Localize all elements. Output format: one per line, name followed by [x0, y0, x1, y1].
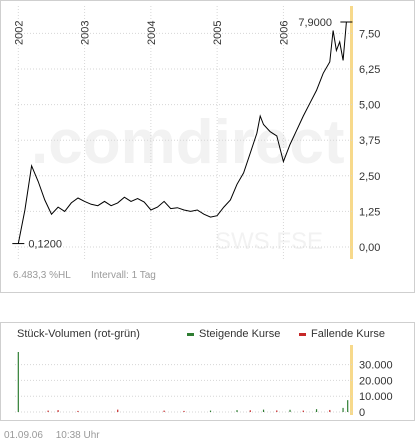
volume-title: Stück-Volumen (rot-grün): [17, 328, 140, 340]
falling-swatch-icon: [299, 332, 306, 336]
price-y-tick: 3,75: [359, 135, 380, 147]
watermark-brand: .comdirect: [31, 108, 345, 177]
watermark-ticker: SWS.FSE: [215, 228, 323, 255]
legend-rising: Steigende Kurse: [187, 328, 280, 340]
price-year-label: 2006: [278, 21, 290, 45]
legend-rising-label: Steigende Kurse: [199, 328, 281, 340]
footer: 01.09.06 10:38 Uhr: [4, 430, 110, 441]
price-year-label: 2003: [80, 21, 92, 45]
footer-date: 01.09.06: [4, 430, 43, 441]
price-chart-panel: .comdirect SWS.FSE 0,00 1,25 2,50 3,75 5,00 6,2…: [0, 0, 415, 293]
volume-y-tick: 30.000: [359, 360, 393, 372]
price-year-label: 2005: [212, 21, 224, 45]
low-annotation: 0,1200: [28, 239, 62, 251]
change-status: 6.483,3 %HL: [13, 270, 71, 281]
price-y-tick: 7,50: [359, 28, 380, 40]
rising-swatch-icon: [187, 332, 194, 336]
price-y-tick: 5,00: [359, 100, 380, 112]
volume-y-tick: 10.000: [359, 391, 393, 403]
price-y-tick: 6,25: [359, 64, 380, 76]
volume-chart-panel: Stück-Volumen (rot-grün) Steigende Kurse…: [0, 322, 415, 421]
price-line: [17, 21, 347, 244]
volume-y-tick: 20.000: [359, 375, 393, 387]
interval-label: Intervall: 1 Tag: [91, 270, 156, 281]
high-annotation: 7,9000: [298, 17, 332, 29]
price-y-tick: 0,00: [359, 242, 380, 254]
price-year-label: 2004: [146, 21, 158, 45]
volume-chart: 0 10.000 20.000 30.000: [15, 345, 393, 419]
price-y-tick: 2,50: [359, 171, 380, 183]
footer-time: 10:38 Uhr: [55, 430, 100, 441]
price-y-tick: 1,25: [359, 206, 380, 218]
price-highlight-band: [350, 6, 353, 259]
price-year-label: 2002: [13, 21, 25, 45]
price-chart: .comdirect SWS.FSE 0,00 1,25 2,50 3,75 5,00 6,2…: [12, 6, 380, 259]
legend-falling: Fallende Kurse: [299, 328, 385, 340]
volume-y-tick: 0: [359, 407, 365, 419]
legend-falling-label: Fallende Kurse: [311, 328, 385, 340]
